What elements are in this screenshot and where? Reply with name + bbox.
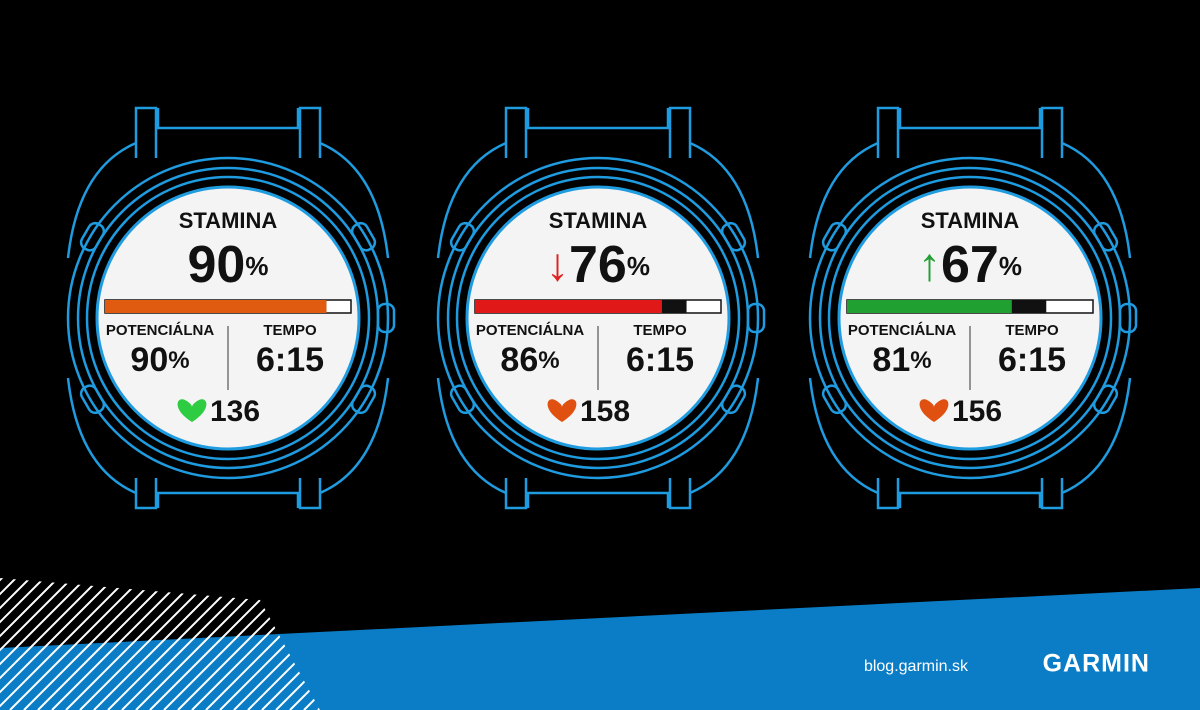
stamina-value: ↑67% [918,236,1022,294]
stamina-title: STAMINA [549,208,648,233]
stamina-value: 90% [188,236,269,294]
footer-url: blog.garmin.sk [864,658,969,675]
lug [298,106,322,158]
potential-label: POTENCIÁLNA [476,322,585,339]
lug [668,106,692,158]
lug [1040,106,1064,158]
tempo-value: 6:15 [998,341,1066,379]
strap [156,108,300,508]
screen [95,185,361,451]
tempo-label: TEMPO [1005,322,1059,339]
stamina-bar [847,300,1012,313]
potential-unit: % [168,347,189,374]
hatch-line [205,578,320,710]
stamina-arrow: ↑ [918,238,941,290]
watch: STAMINA 90% POTENCIÁLNA TEMPO 90% 6:15 136 [66,106,396,510]
footer-brand: GARMIN [1043,650,1150,678]
hatch-line [275,578,320,710]
bezel [436,156,760,480]
hatch-line [0,578,53,710]
potential-number: 90 [130,341,168,379]
case [66,141,390,495]
heart-rate: 156 [952,395,1002,428]
potential-unit: % [910,347,931,374]
stamina-unit: % [627,251,650,281]
hatch-line [9,578,151,710]
bezel [446,166,750,470]
stamina-number: 76 [569,236,627,294]
strap [526,108,670,508]
stamina-bar [475,300,662,313]
tempo-label: TEMPO [633,322,687,339]
potential-number: 81 [872,341,910,379]
bezel [808,156,1132,480]
lug [134,106,158,158]
hatch-line [261,578,320,710]
heart-rate: 158 [580,395,630,428]
stamina-title: STAMINA [921,208,1020,233]
stamina-title: STAMINA [179,208,278,233]
hatch-line [0,578,39,710]
tempo-value: 6:15 [626,341,694,379]
stamina-arrow: ↓ [546,238,569,290]
watch: STAMINA ↑67% POTENCIÁLNA TEMPO 81% 6:15 156 [808,106,1138,510]
hatch-line [0,578,95,710]
hatch-line [0,578,137,710]
blue-band [0,588,1200,710]
hatch-line [0,578,81,710]
watch-outline [436,106,766,510]
hatch-line [0,578,67,710]
screen [465,185,731,451]
hatch-line [37,578,179,710]
watch: STAMINA ↓76% POTENCIÁLNA TEMPO 86% 6:15 158 [436,106,766,510]
hatch-line [0,578,109,710]
hatch-line [0,578,25,710]
bezel [827,175,1113,461]
watch-outline [66,106,396,510]
strap [898,108,1042,508]
potential-value: 86% [500,341,559,379]
tempo-value: 6:15 [256,341,324,379]
potential-number: 86 [500,341,538,379]
lug [504,106,528,158]
lug [876,106,900,158]
case [808,141,1132,495]
stamina-bar [105,300,327,313]
heart-rate: 136 [210,395,260,428]
screen [837,185,1103,451]
heart-icon [547,399,577,422]
bezel [85,175,371,461]
stamina-number: 90 [188,236,246,294]
case [436,141,760,495]
potential-unit: % [538,347,559,374]
stamina-unit: % [245,251,268,281]
potential-label: POTENCIÁLNA [848,322,957,339]
potential-label: POTENCIÁLNA [106,322,215,339]
potential-value: 90% [130,341,189,379]
bezel [455,175,741,461]
hatch-line [23,578,165,710]
stamina-unit: % [999,251,1022,281]
hatch-line [51,578,193,710]
bezel [818,166,1122,470]
bezel [66,156,390,480]
bezel [76,166,380,470]
stamina-value: ↓76% [546,236,650,294]
hatch-line [0,578,123,710]
stamina-number: 67 [941,236,999,294]
heart-icon [919,399,949,422]
tempo-label: TEMPO [263,322,317,339]
potential-value: 81% [872,341,931,379]
watch-outline [808,106,1138,510]
heart-icon [177,399,207,422]
